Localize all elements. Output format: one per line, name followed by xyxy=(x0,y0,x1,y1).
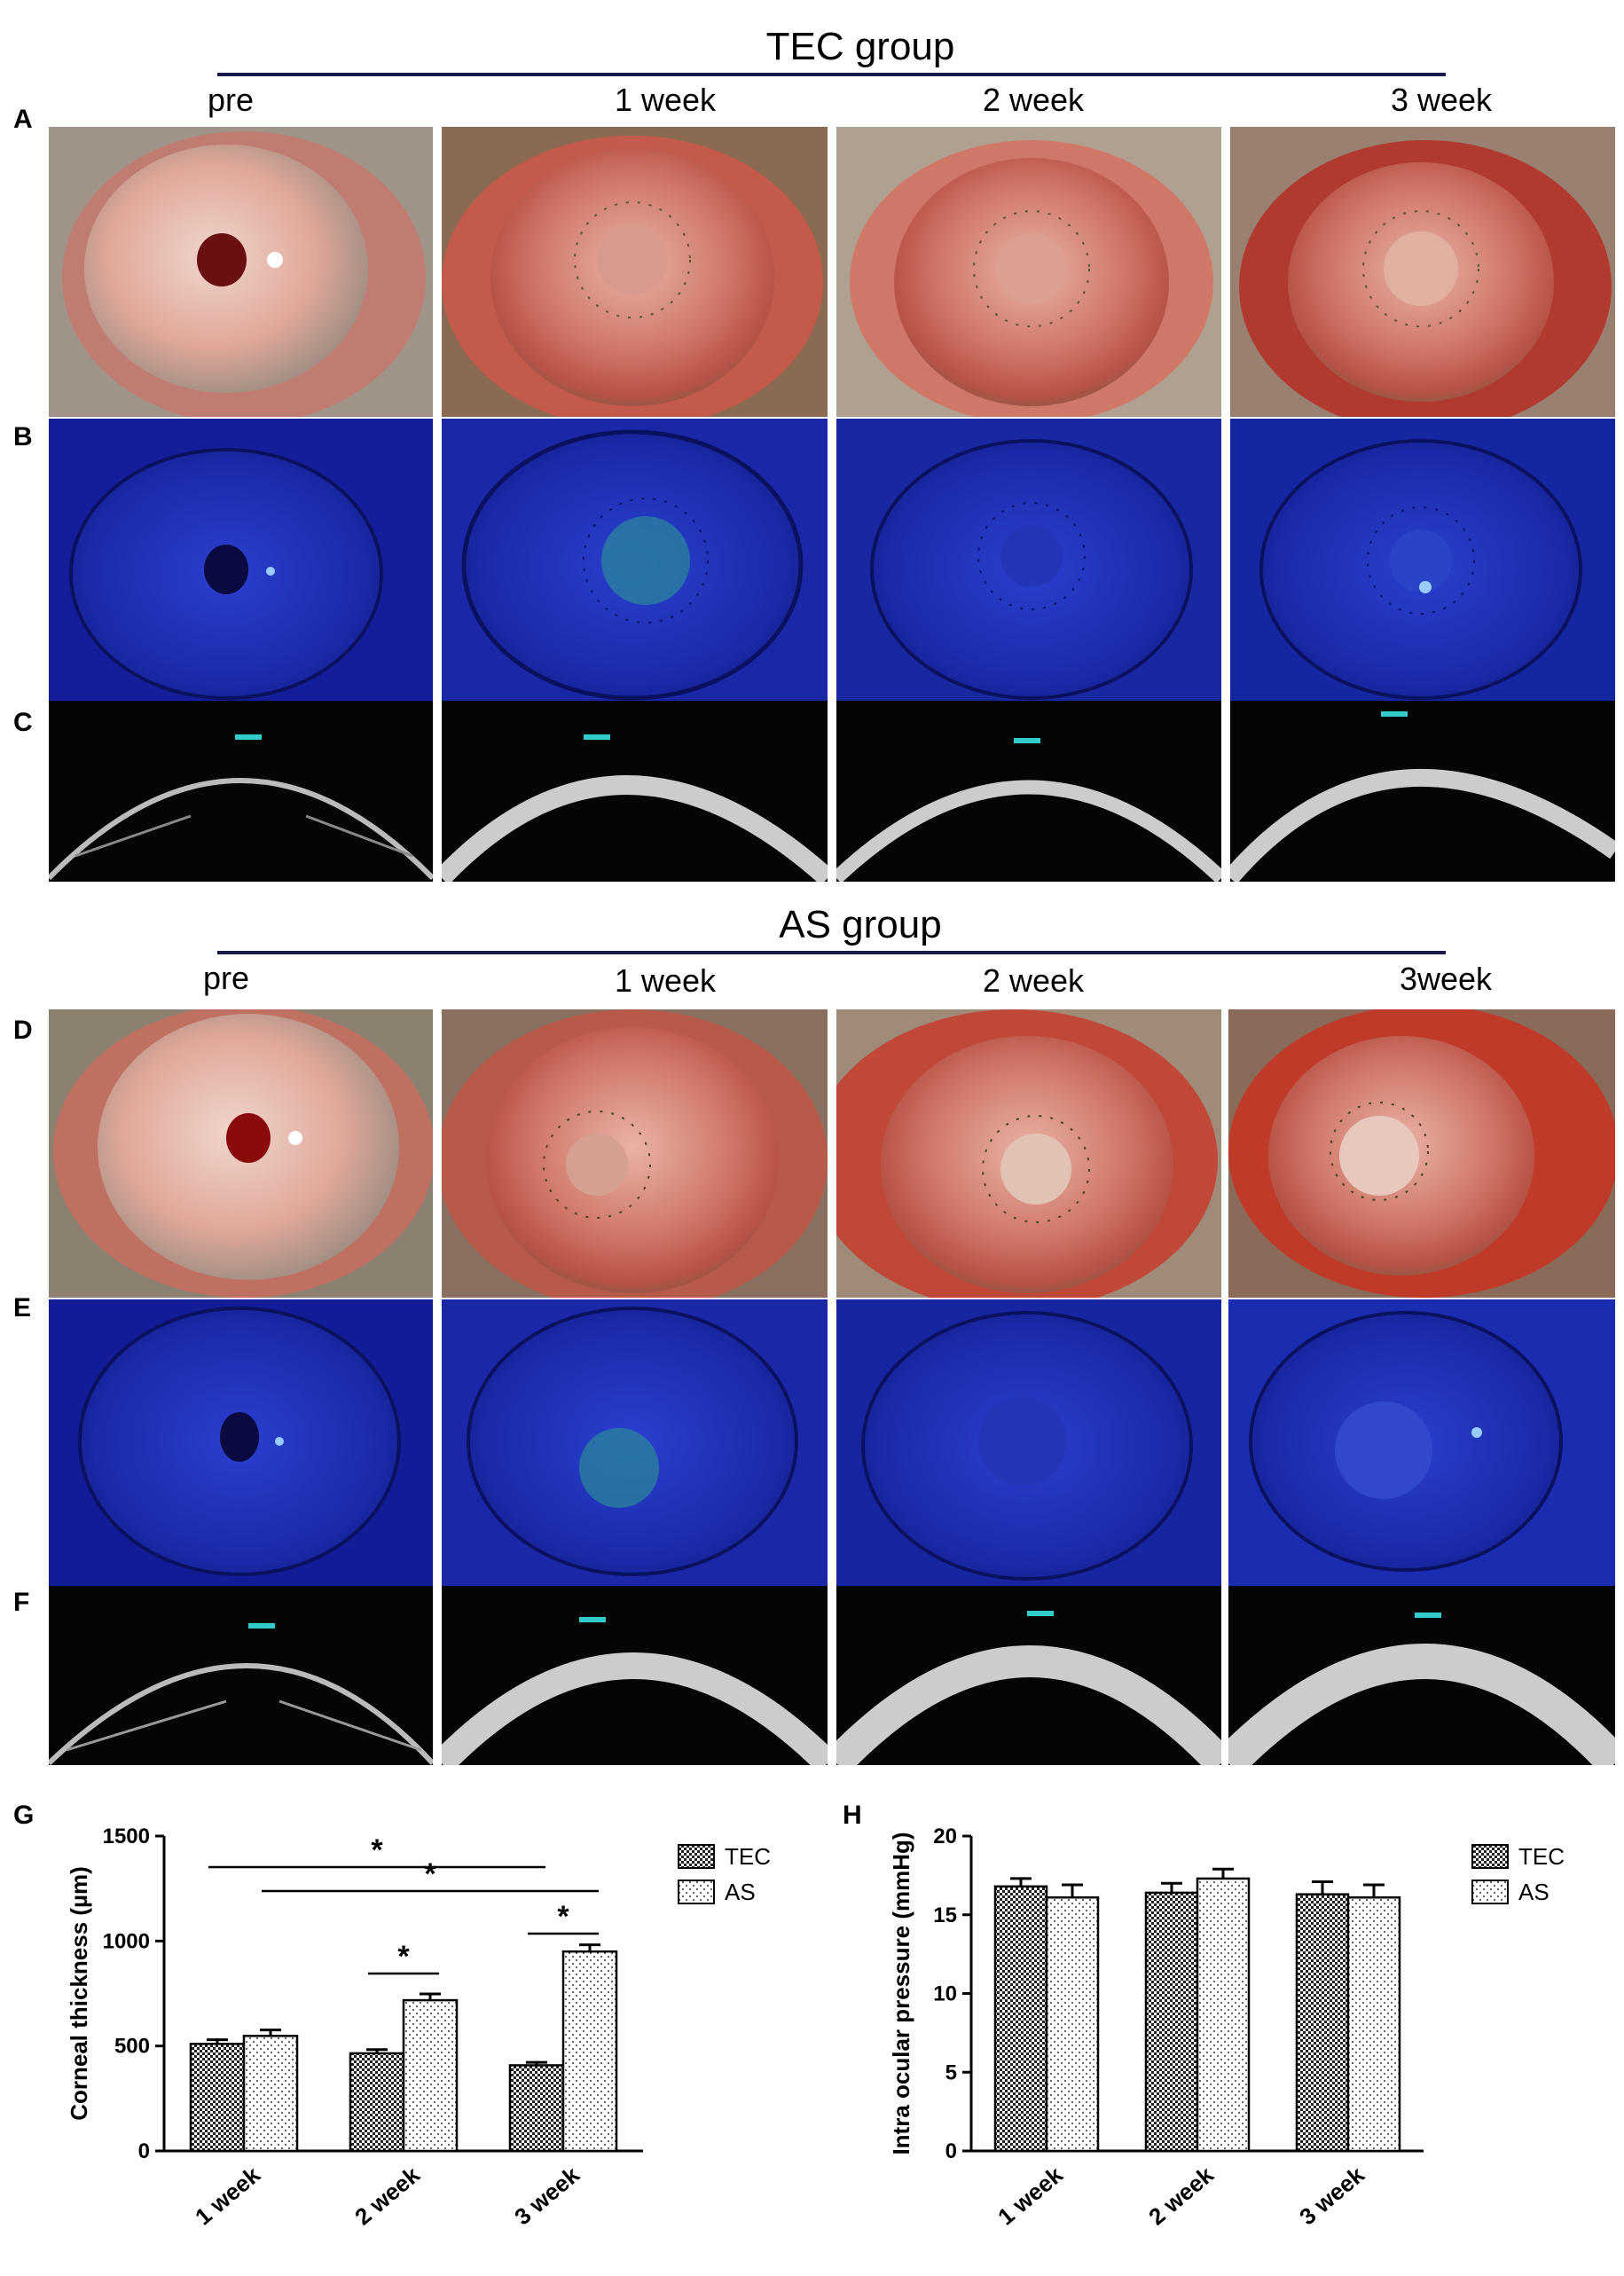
tec-col-pre: pre xyxy=(207,82,255,118)
tec-slitlamp-3week xyxy=(1230,127,1615,417)
bar-tec-0 xyxy=(189,2043,246,2153)
legend-label-as: AS xyxy=(1518,1879,1549,1905)
tec-fluorescein-2week xyxy=(836,419,1221,702)
tec-oct-3week xyxy=(1230,701,1615,882)
legend-swatch-as xyxy=(678,1880,715,1904)
bar-tec-2 xyxy=(1295,1893,1350,2153)
row-letter-f: F xyxy=(13,1588,30,1617)
x-tick-label: 1 week xyxy=(992,2161,1068,2230)
tec-fluorescein-pre xyxy=(49,419,433,702)
y-tick-label: 10 xyxy=(933,1982,957,2006)
as-group-rule xyxy=(217,951,1446,954)
as-slitlamp-1week xyxy=(442,1009,828,1298)
y-tick-label: 5 xyxy=(945,2060,957,2084)
row-letter-c: C xyxy=(13,708,33,737)
y-tick-label: 0 xyxy=(138,2139,150,2163)
tec-group-title: TEC group xyxy=(765,25,955,68)
as-oct-2week xyxy=(836,1586,1221,1765)
legend-swatch-tec xyxy=(678,1844,715,1869)
legend-label-as: AS xyxy=(725,1879,756,1905)
as-col-1week: 1 week xyxy=(614,962,717,999)
as-fluorescein-pre xyxy=(49,1299,433,1586)
legend-label-tec: TEC xyxy=(725,1843,771,1870)
bar-tec-1 xyxy=(1144,1891,1199,2153)
row-letter-d: D xyxy=(13,1016,33,1045)
as-col-2week: 2 week xyxy=(982,962,1085,999)
row-letter-b: B xyxy=(13,422,33,451)
significance-star: * xyxy=(397,1940,410,1974)
x-tick-label: 2 week xyxy=(349,2161,425,2230)
as-oct-1week xyxy=(442,1586,828,1765)
y-axis-label: Corneal thickness (µm) xyxy=(66,1866,92,2121)
as-col-pre: pre xyxy=(202,960,250,996)
as-fluorescein-2week xyxy=(836,1299,1221,1586)
significance-star: * xyxy=(371,1833,383,1867)
bar-as-1 xyxy=(1196,1877,1251,2153)
x-tick-label: 2 week xyxy=(1143,2161,1219,2230)
significance-star: * xyxy=(557,1900,569,1934)
tec-slitlamp-1week xyxy=(442,127,828,417)
bar-as-2 xyxy=(1346,1895,1401,2153)
bar-as-0 xyxy=(1045,1895,1100,2153)
tec-oct-1week xyxy=(442,701,828,882)
bar-tec-1 xyxy=(349,2052,405,2153)
y-tick-label: 15 xyxy=(933,1903,957,1927)
as-oct-3week xyxy=(1228,1586,1615,1765)
as-fluorescein-1week xyxy=(442,1299,828,1586)
y-axis-label: Intra ocular pressure (mmHg) xyxy=(888,1832,914,2154)
chart-g-corneal-thickness: 0 500 1000 1500 Corneal thickness (µm) 1 week… xyxy=(66,1825,771,2230)
as-oct-pre xyxy=(49,1586,433,1765)
tec-col-3week: 3 week xyxy=(1390,82,1493,118)
row-letter-e: E xyxy=(13,1293,32,1322)
legend-swatch-tec xyxy=(1471,1844,1509,1869)
tec-group-rule xyxy=(217,73,1446,76)
bar-as-0 xyxy=(242,2035,299,2153)
row-letter-a: A xyxy=(13,105,33,134)
tec-slitlamp-pre xyxy=(49,127,433,417)
tec-fluorescein-3week xyxy=(1230,419,1615,702)
x-tick-label: 3 week xyxy=(509,2161,584,2230)
tec-col-2week: 2 week xyxy=(982,82,1085,118)
tec-col-1week: 1 week xyxy=(614,82,717,118)
as-slitlamp-pre xyxy=(49,1009,433,1298)
significance-star: * xyxy=(424,1857,436,1891)
as-slitlamp-2week xyxy=(836,1009,1221,1298)
as-fluorescein-3week xyxy=(1228,1299,1615,1586)
x-tick-label: 3 week xyxy=(1294,2161,1369,2230)
tec-fluorescein-1week xyxy=(442,419,828,702)
as-group-title: AS group xyxy=(779,903,942,946)
bar-tec-0 xyxy=(993,1885,1048,2153)
bar-as-1 xyxy=(402,1998,459,2153)
tec-oct-2week xyxy=(836,701,1221,882)
y-tick-label: 500 xyxy=(114,2035,150,2059)
bar-as-2 xyxy=(561,1950,618,2153)
legend-label-tec: TEC xyxy=(1518,1843,1565,1870)
y-tick-label: 20 xyxy=(933,1825,957,1848)
chart-letter-g: G xyxy=(13,1801,35,1830)
y-tick-label: 1500 xyxy=(103,1825,150,1848)
x-tick-label: 1 week xyxy=(190,2161,265,2230)
as-col-3week: 3week xyxy=(1399,961,1493,997)
tec-oct-pre xyxy=(49,701,433,882)
chart-h-intraocular-pressure: 0 5 10 15 20 Intra ocular pressure (mmHg) 1 we… xyxy=(888,1825,1565,2230)
y-tick-label: 1000 xyxy=(103,1929,150,1953)
tec-slitlamp-2week xyxy=(836,127,1221,417)
legend-swatch-as xyxy=(1471,1880,1509,1904)
bar-tec-2 xyxy=(508,2064,565,2153)
as-slitlamp-3week xyxy=(1228,1009,1615,1298)
y-tick-label: 0 xyxy=(945,2139,957,2163)
chart-letter-h: H xyxy=(843,1801,862,1830)
